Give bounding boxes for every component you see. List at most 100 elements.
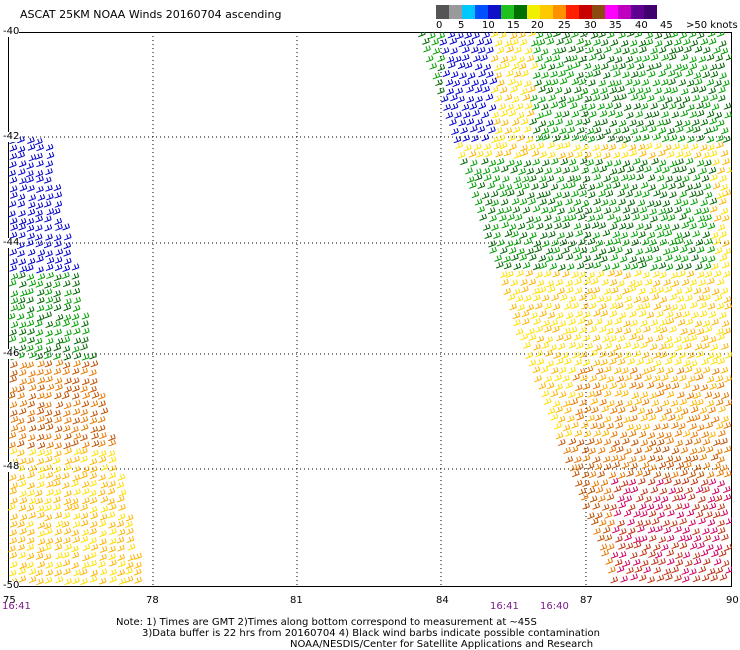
wind-barb (28, 464, 37, 472)
wind-barb (631, 342, 640, 350)
wind-barb (631, 392, 640, 400)
wind-barb (664, 477, 672, 485)
wind-barb (575, 384, 583, 392)
wind-barb (483, 63, 492, 71)
wind-barb (719, 311, 727, 319)
wind-barb (480, 54, 488, 62)
wind-barb (44, 224, 53, 232)
wind-barb (45, 537, 54, 545)
wind-barb (665, 455, 674, 463)
wind-barb (462, 134, 470, 142)
wind-barb (55, 223, 63, 231)
wind-barb (45, 143, 54, 151)
wind-barb (26, 224, 35, 232)
wind-barb (109, 464, 117, 472)
wind-barb (45, 329, 53, 338)
wind-barb (628, 143, 637, 152)
wind-barb (506, 45, 514, 53)
wind-barb (533, 215, 542, 224)
wind-barb (468, 150, 477, 158)
wind-barb (622, 47, 630, 55)
wind-barb (642, 190, 650, 198)
wind-barb (9, 185, 18, 193)
wind-barb (629, 381, 637, 389)
wind-barb (618, 222, 627, 230)
colorbar-swatch (631, 5, 644, 19)
wind-barb (555, 312, 564, 320)
wind-barb (36, 304, 45, 313)
wind-barb (674, 503, 683, 511)
wind-barb (653, 351, 661, 359)
wind-barb (573, 222, 582, 230)
wind-barb (27, 201, 36, 209)
wind-barb (633, 558, 641, 566)
wind-barb (462, 46, 470, 54)
colorbar-swatch (566, 5, 579, 19)
wind-barb (696, 102, 704, 110)
wind-barb (593, 38, 601, 46)
wind-barb (697, 446, 706, 454)
wind-barb (90, 512, 98, 520)
wind-barb (641, 295, 650, 303)
wind-barb (607, 269, 616, 277)
wind-barb (63, 464, 72, 472)
wind-barb (117, 513, 126, 521)
wind-barb (624, 295, 632, 303)
wind-barb (89, 479, 97, 488)
wind-barb (447, 61, 456, 69)
wind-barb (717, 357, 726, 365)
wind-barb (454, 111, 462, 119)
wind-barb (557, 207, 565, 215)
wind-barb (688, 190, 697, 198)
wind-barb (609, 407, 618, 415)
wind-barb (80, 385, 88, 393)
wind-barb (539, 262, 548, 270)
wind-barb (709, 382, 717, 390)
wind-barb (10, 272, 19, 281)
wind-barb (578, 488, 587, 496)
wind-barb (578, 293, 587, 302)
wind-barb (636, 119, 644, 128)
wind-barb (118, 503, 126, 512)
wind-barb (17, 242, 25, 250)
wind-barb (609, 335, 617, 343)
wind-barb (600, 39, 609, 47)
wind-barb (665, 311, 674, 319)
wind-barb (578, 78, 587, 86)
wind-barb (619, 93, 627, 101)
wind-barb (478, 102, 487, 110)
wind-barb (500, 56, 509, 64)
wind-barb (494, 254, 502, 262)
wind-barb (457, 61, 466, 70)
wind-barb (674, 525, 682, 534)
wind-barb (579, 55, 587, 63)
wind-barb (82, 487, 90, 495)
wind-barb (578, 238, 586, 246)
wind-barb (616, 565, 625, 573)
wind-barb (71, 425, 79, 434)
wind-barb (44, 514, 53, 522)
wind-barb (8, 312, 16, 320)
wind-barb (599, 302, 607, 311)
wind-barb (476, 38, 485, 46)
wind-barb (644, 374, 652, 382)
wind-barb (607, 246, 616, 254)
wind-barb (629, 551, 638, 560)
note-line-2: 3)Data buffer is 22 hrs from 20160704 4)… (142, 628, 600, 639)
colorbar-swatch (462, 5, 475, 19)
wind-barb (598, 325, 607, 333)
wind-barb (53, 296, 61, 304)
wind-barb (43, 553, 52, 561)
wind-barb (532, 287, 540, 295)
wind-barb (465, 167, 473, 175)
wind-barb (724, 470, 732, 478)
wind-barb (540, 48, 549, 56)
wind-barb (658, 558, 666, 566)
wind-barb (71, 503, 80, 511)
colorbar-label: 10 (482, 20, 495, 31)
wind-barb (640, 488, 648, 496)
wind-barb (37, 296, 45, 305)
wind-barb (677, 181, 685, 189)
wind-barb (9, 401, 18, 409)
wind-barb (532, 126, 541, 134)
